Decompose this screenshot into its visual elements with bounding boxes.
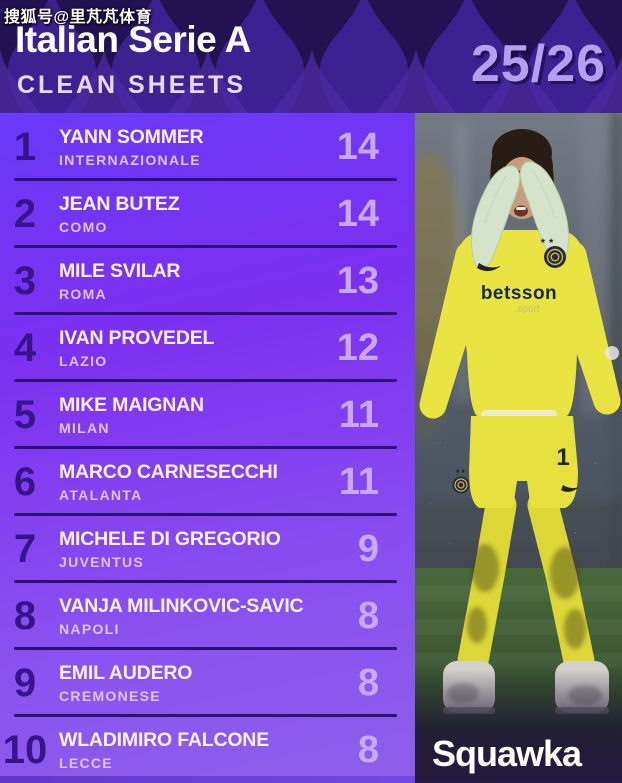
player-cell: MARCO CARNESECCHI ATALANTA	[50, 461, 297, 503]
clean-sheets-count: 8	[357, 728, 379, 771]
club-name: INTERNAZIONALE	[59, 151, 201, 168]
goalkeeper-gloves	[470, 161, 570, 270]
rank-number: 4	[13, 325, 37, 370]
ranking-panel: 1 YANN SOMMER INTERNAZIONALE 14 2 JEAN B…	[0, 113, 415, 783]
header-flame-pattern	[0, 0, 622, 113]
rank-number: 10	[2, 727, 48, 772]
player-cell: JEAN BUTEZ COMO	[50, 193, 297, 235]
club-name: CREMONESE	[59, 687, 161, 704]
table-row: 6 MARCO CARNESECCHI ATALANTA 11	[0, 448, 415, 516]
page-title: Italian Serie A	[15, 19, 251, 60]
club-name: LECCE	[59, 754, 113, 771]
squawka-logo: Squawka	[432, 733, 582, 774]
shirt-sponsor-sub: .sport	[514, 304, 539, 315]
page-subtitle: CLEAN SHEETS	[17, 71, 247, 99]
table-row: 2 JEAN BUTEZ COMO 14	[0, 180, 415, 248]
player-name: MICHELE DI GREGORIO	[59, 527, 281, 550]
player-cell: EMIL AUDERO CREMONESE	[50, 662, 297, 704]
clean-sheets-count: 11	[338, 393, 379, 436]
shorts: ★★ 1	[452, 416, 579, 508]
table-row: 3 MILE SVILAR ROMA 13	[0, 247, 415, 315]
chest-stars: ★ ★	[540, 237, 555, 245]
rank-number: 7	[13, 526, 37, 571]
table-row: 8 VANJA MILINKOVIC-SAVIC NAPOLI 8	[0, 582, 415, 650]
player-cell: WLADIMIRO FALCONE LECCE	[50, 729, 297, 771]
player-name: VANJA MILINKOVIC-SAVIC	[59, 594, 304, 617]
shorts-stars: ★★	[455, 468, 466, 475]
inter-badge-icon	[544, 246, 566, 268]
player-cell: MIKE MAIGNAN MILAN	[50, 394, 297, 436]
player-name: EMIL AUDERO	[59, 661, 193, 684]
shirt-sponsor: betsson	[481, 283, 557, 304]
rank-number: 6	[13, 459, 37, 504]
rank-number: 2	[13, 191, 37, 236]
club-name: JUVENTUS	[59, 553, 145, 570]
sleeve-patch-icon	[605, 346, 619, 360]
goalkeeper-illustration: ★★ 1	[415, 113, 622, 783]
table-row: 1 YANN SOMMER INTERNAZIONALE 14	[0, 113, 415, 181]
clean-sheets-count: 12	[336, 326, 379, 369]
watermark: 搜狐号@里芃芃体育	[4, 9, 153, 26]
clean-sheets-count: 8	[357, 594, 379, 637]
rank-number: 3	[13, 258, 37, 303]
player-name: WLADIMIRO FALCONE	[59, 728, 269, 751]
player-cell: YANN SOMMER INTERNAZIONALE	[50, 126, 297, 168]
nike-swoosh-icon	[477, 263, 501, 272]
clean-sheets-count: 9	[357, 527, 379, 570]
player-cell: MILE SVILAR ROMA	[50, 260, 297, 302]
clean-sheets-count: 8	[357, 661, 379, 704]
panel-bottom-strip	[0, 776, 415, 783]
inter-badge-icon	[452, 476, 470, 494]
clean-sheets-count: 13	[336, 259, 379, 302]
rank-number: 1	[13, 124, 37, 169]
table-row: 10 WLADIMIRO FALCONE LECCE 8	[0, 716, 415, 783]
shirt-number: 1	[556, 444, 569, 471]
clean-sheets-count: 14	[336, 125, 379, 168]
table-row: 9 EMIL AUDERO CREMONESE 8	[0, 649, 415, 717]
player-name: MILE SVILAR	[59, 259, 181, 282]
goalkeeper-photo: ★★ 1	[415, 113, 622, 783]
player-cell: IVAN PROVEDEL LAZIO	[50, 327, 297, 369]
player-name: JEAN BUTEZ	[59, 192, 180, 215]
clean-sheets-count: 14	[336, 192, 379, 235]
player-cell: VANJA MILINKOVIC-SAVIC NAPOLI	[50, 594, 304, 637]
table-row: 7 MICHELE DI GREGORIO JUVENTUS 9	[0, 515, 415, 583]
club-name: ATALANTA	[59, 486, 143, 503]
player-name: IVAN PROVEDEL	[59, 326, 215, 349]
club-name: COMO	[59, 218, 108, 235]
rank-number: 9	[13, 660, 37, 705]
table-row: 5 MIKE MAIGNAN MILAN 11	[0, 381, 415, 449]
clean-sheets-count: 11	[338, 460, 379, 503]
season-badge: 25/26	[470, 35, 606, 93]
table-row: 4 IVAN PROVEDEL LAZIO 12	[0, 314, 415, 382]
chest-details: ★ ★ betsson .sport	[477, 237, 566, 315]
player-name: MIKE MAIGNAN	[59, 393, 204, 416]
header: 搜狐号@里芃芃体育 Italian Serie A CLEAN SHEETS 2…	[0, 0, 622, 113]
nike-swoosh-icon	[561, 485, 579, 492]
player-name: MARCO CARNESECCHI	[59, 460, 278, 483]
rank-number: 8	[13, 593, 37, 638]
club-name: ROMA	[59, 285, 107, 302]
rank-number: 5	[13, 392, 37, 437]
player-name: YANN SOMMER	[59, 125, 204, 148]
ranking-rows: 1 YANN SOMMER INTERNAZIONALE 14 2 JEAN B…	[0, 113, 415, 783]
club-name: NAPOLI	[59, 620, 120, 637]
player-cell: MICHELE DI GREGORIO JUVENTUS	[50, 528, 297, 570]
club-name: LAZIO	[59, 352, 108, 369]
club-name: MILAN	[59, 419, 110, 436]
photo-bottom-shade	[415, 669, 622, 783]
